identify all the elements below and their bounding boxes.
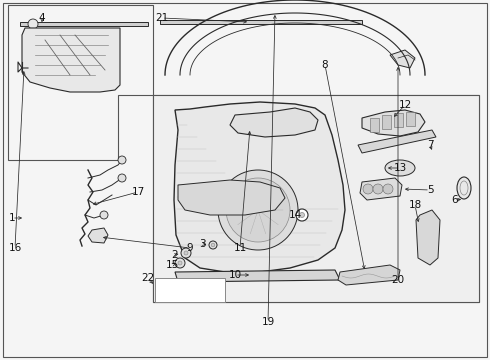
Polygon shape [416,210,440,265]
Text: 21: 21 [155,13,169,23]
Circle shape [181,248,191,258]
Text: 11: 11 [233,243,246,253]
Text: 18: 18 [408,200,421,210]
Polygon shape [178,180,285,215]
Text: 1: 1 [9,213,15,223]
Text: 8: 8 [322,60,328,70]
Bar [153,95,479,302]
Circle shape [211,243,215,247]
Circle shape [209,241,217,249]
Text: 16: 16 [8,243,22,253]
Circle shape [363,184,373,194]
Polygon shape [175,270,340,282]
Text: 4: 4 [39,13,45,23]
Text: 3: 3 [198,239,205,249]
Bar [155,278,225,302]
Polygon shape [360,178,402,200]
Text: 20: 20 [392,275,405,285]
Bar [382,115,391,129]
Polygon shape [22,28,120,92]
Text: 9: 9 [187,243,194,253]
Bar [153,95,479,302]
Polygon shape [8,5,153,160]
Text: 12: 12 [398,100,412,110]
Polygon shape [20,22,148,26]
Circle shape [175,258,185,268]
Polygon shape [362,110,425,136]
Circle shape [296,209,308,221]
Polygon shape [338,265,400,285]
Text: 10: 10 [228,270,242,280]
Text: 5: 5 [427,185,433,195]
Circle shape [226,178,290,242]
Text: 17: 17 [131,187,145,197]
Polygon shape [230,108,318,137]
Circle shape [118,156,126,164]
Text: 13: 13 [393,163,407,173]
Bar [406,112,415,126]
Ellipse shape [457,177,471,199]
Circle shape [373,184,383,194]
Polygon shape [390,50,415,68]
Circle shape [118,174,126,182]
Text: 15: 15 [166,260,179,270]
Circle shape [383,184,393,194]
Bar [370,118,379,132]
Circle shape [218,170,298,250]
Circle shape [178,261,182,265]
Text: 7: 7 [427,140,433,150]
Circle shape [28,19,38,29]
Polygon shape [358,130,436,153]
Bar [394,113,403,127]
Text: 14: 14 [289,210,302,220]
Polygon shape [88,228,108,243]
Circle shape [299,212,304,217]
Text: 22: 22 [142,273,155,283]
Ellipse shape [385,160,415,176]
Circle shape [100,211,108,219]
Polygon shape [174,102,345,272]
Circle shape [184,251,188,255]
Text: 6: 6 [452,195,458,205]
Text: 2: 2 [172,250,178,260]
Text: 19: 19 [261,317,274,327]
Polygon shape [160,20,362,24]
